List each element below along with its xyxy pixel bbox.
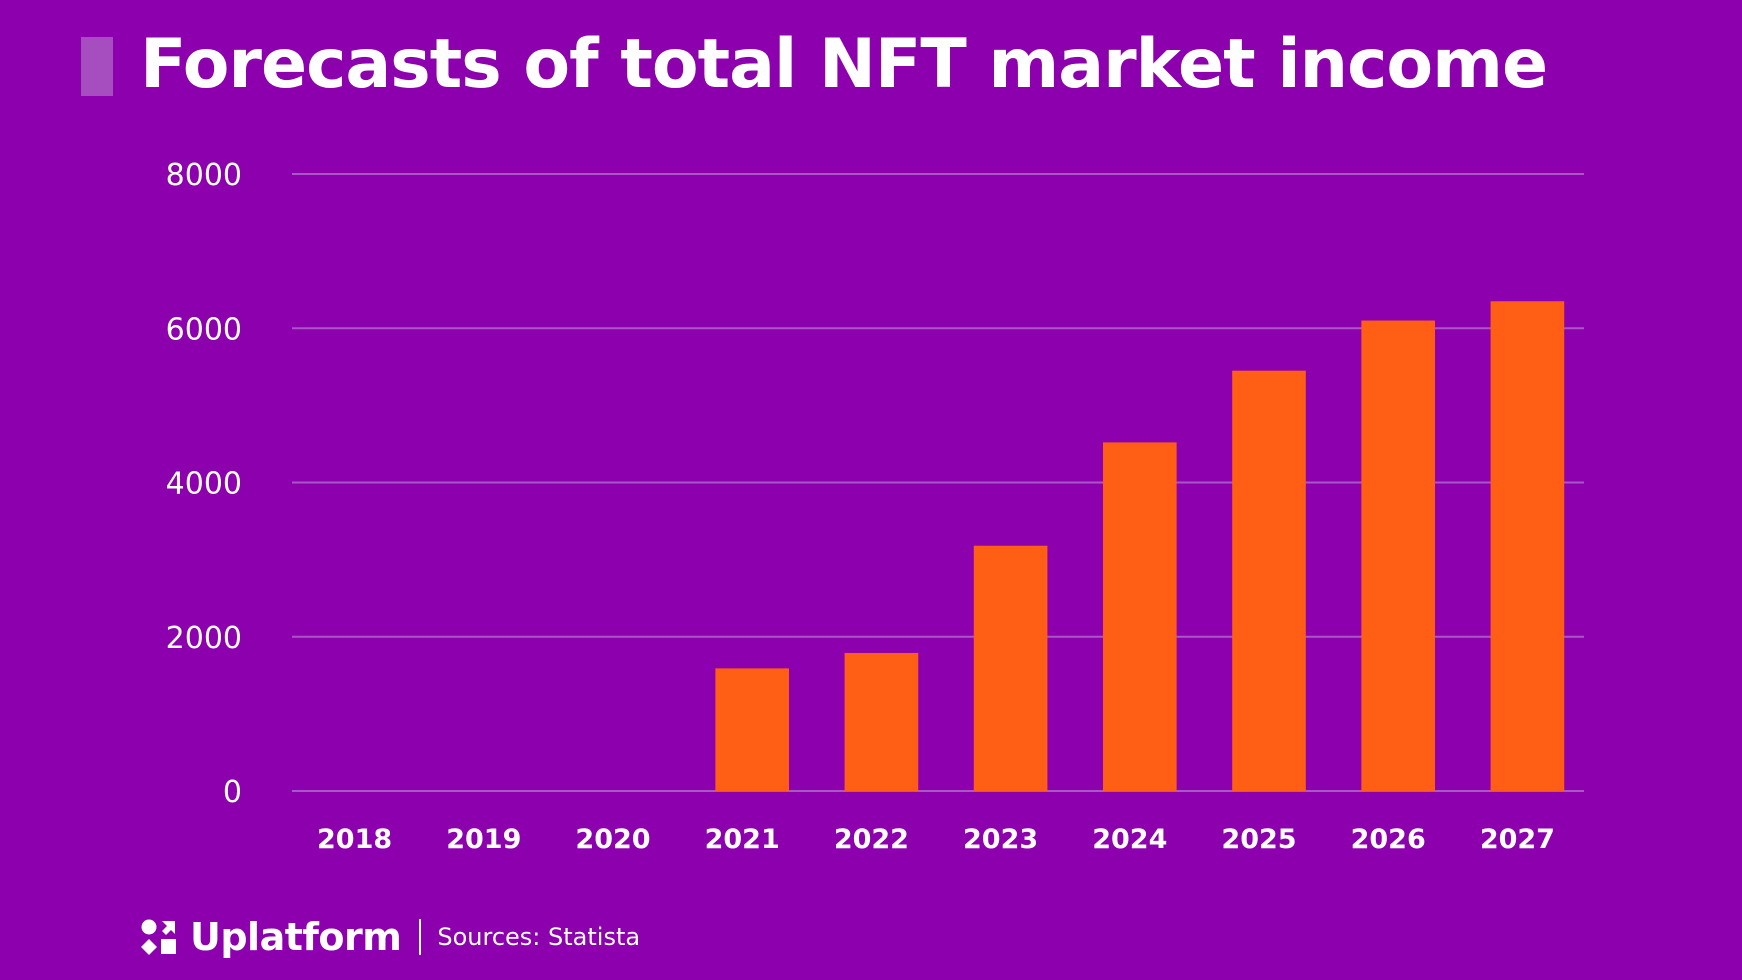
bar: [1361, 320, 1436, 791]
y-tick-label: 2000: [166, 621, 242, 656]
uplatform-logo-icon: [141, 919, 176, 955]
y-axis-ticks: 0 2000 4000 6000 8000: [166, 158, 242, 810]
x-tick-label: 2019: [446, 824, 521, 855]
x-tick-label: 2023: [963, 824, 1038, 855]
x-tick-label: 2020: [575, 824, 650, 855]
x-tick-label: 2021: [705, 824, 780, 855]
brand-name: Uplatform: [190, 915, 402, 959]
source-text: Sources: Statista: [437, 923, 641, 951]
x-tick-label: 2024: [1092, 824, 1167, 855]
footer-divider: [419, 919, 422, 955]
x-axis-ticks: 2018 2019 2020 2021 2022 2023 2024 2025 2026 2027: [317, 824, 1555, 855]
x-tick-label: 2018: [317, 824, 392, 855]
bar: [1490, 301, 1565, 791]
x-tick-label: 2026: [1351, 824, 1426, 855]
chart-title: Forecasts of total NFT market income: [140, 25, 1548, 104]
x-tick-label: 2025: [1221, 824, 1296, 855]
bar: [844, 652, 919, 791]
y-tick-label: 4000: [166, 467, 242, 502]
bar: [1102, 442, 1177, 791]
bar: [1232, 370, 1306, 791]
title-accent-block: [81, 37, 113, 96]
x-tick-label: 2022: [834, 824, 909, 855]
y-tick-label: 0: [223, 775, 242, 810]
x-tick-label: 2027: [1480, 824, 1555, 855]
bar: [715, 668, 790, 791]
bars: [715, 301, 1565, 791]
y-tick-label: 6000: [166, 312, 242, 347]
bar: [973, 545, 1048, 791]
y-tick-label: 8000: [166, 158, 242, 193]
footer: Uplatform Sources: Statista: [140, 912, 640, 962]
